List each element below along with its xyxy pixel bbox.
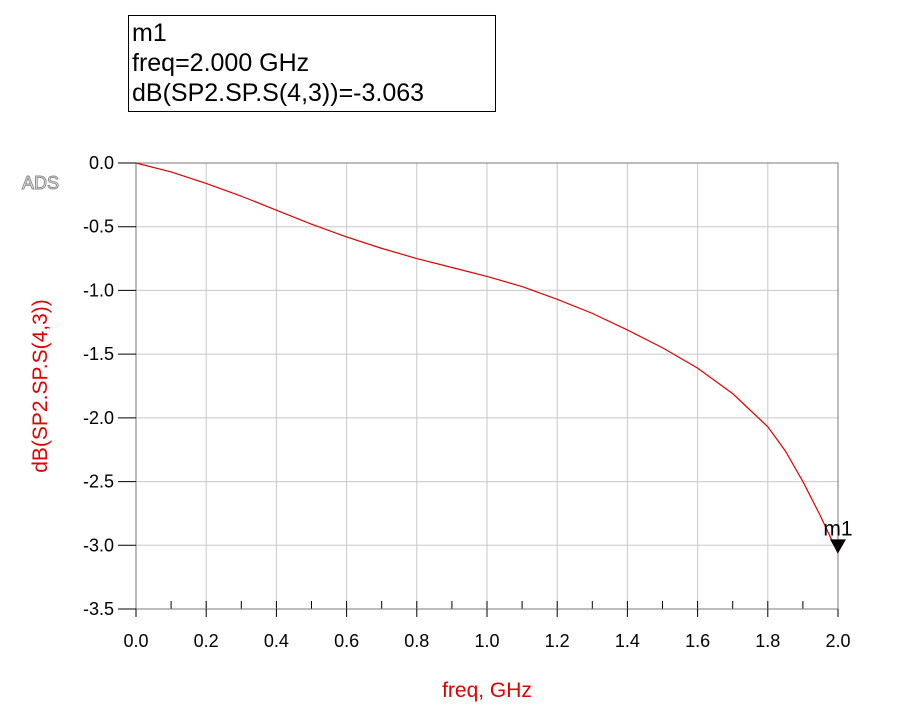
y-axis-title: dB(SP2.SP.S(4,3)) bbox=[29, 299, 52, 473]
x-axis-ticks: 0.0 0.2 0.4 0.6 0.8 1.0 1.2 1.4 1.6 1.8 2.0 bbox=[123, 609, 851, 651]
x-tick-label: 1.6 bbox=[685, 631, 710, 651]
x-tick-label: 1.4 bbox=[615, 631, 640, 651]
x-tick-label: 2.0 bbox=[825, 631, 850, 651]
x-tick-label: 1.8 bbox=[755, 631, 780, 651]
x-tick-label: 0.4 bbox=[264, 631, 289, 651]
x-tick-label: 1.0 bbox=[474, 631, 499, 651]
y-tick-label: -2.5 bbox=[83, 472, 114, 492]
marker-readout-box: m1 freq=2.000 GHz dB(SP2.SP.S(4,3))=-3.0… bbox=[128, 15, 496, 112]
x-tick-label: 0.8 bbox=[404, 631, 429, 651]
x-tick-label: 0.6 bbox=[334, 631, 359, 651]
minor-ticks bbox=[135, 601, 839, 609]
y-tick-label: -2.0 bbox=[83, 408, 114, 428]
marker-triangle[interactable] bbox=[830, 539, 846, 554]
x-tick-label: 0.0 bbox=[123, 631, 148, 651]
series-line bbox=[135, 162, 839, 554]
y-tick-label: -3.5 bbox=[83, 599, 114, 619]
ads-logo: ADS bbox=[21, 173, 60, 194]
marker-name: m1 bbox=[132, 19, 167, 47]
y-tick-label: -3.0 bbox=[83, 535, 114, 555]
x-tick-label: 1.2 bbox=[545, 631, 570, 651]
grid bbox=[135, 162, 839, 610]
marker-label: m1 bbox=[823, 517, 852, 540]
y-axis-ticks: 0.0 -0.5 -1.0 -1.5 -2.0 -2.5 -3.0 -3.5 bbox=[83, 153, 136, 619]
x-axis-title: freq, GHz bbox=[442, 679, 532, 702]
marker-frequency: freq=2.000 GHz bbox=[132, 49, 310, 77]
y-tick-label: -1.5 bbox=[83, 344, 114, 364]
x-tick-label: 0.2 bbox=[194, 631, 219, 651]
marker-value: dB(SP2.SP.S(4,3))=-3.063 bbox=[132, 79, 425, 107]
y-tick-label: 0.0 bbox=[89, 153, 114, 173]
y-tick-label: -0.5 bbox=[83, 217, 114, 237]
y-tick-label: -1.0 bbox=[83, 280, 114, 300]
